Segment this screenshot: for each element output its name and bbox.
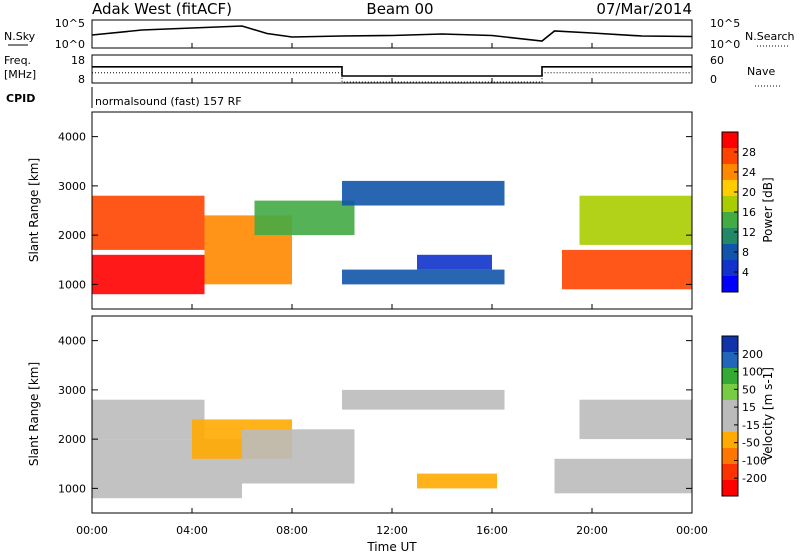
y-tick-label: 2000 [58,433,86,446]
colorbar-tick-label: 12 [742,226,756,239]
colorbar-swatch [722,260,738,277]
colorbar-swatch [722,432,738,449]
freq-series-line [92,66,692,77]
heatmap-cell-7 [562,249,692,290]
colorbar-tick-label: 8 [742,246,749,259]
nave-right-tick-top: 60 [710,54,724,67]
heatmap-cell-6 [417,254,492,270]
y-tick-label: 3000 [58,384,86,397]
colorbar-swatch [722,244,738,261]
power-heatmap [92,180,692,295]
time-x-axis: 00:00 04:00 08:00 12:00 16:00 20:00 00:00 [76,43,708,537]
velocity-colorbar-label: Velocity [m s-1] [761,367,775,461]
colorbar-tick-label: 28 [742,146,756,159]
colorbar-tick-label: 15 [742,401,756,414]
heatmap-cell-4 [342,180,505,206]
colorbar-tick-label: 24 [742,166,756,179]
colorbar-tick-label: 4 [742,266,749,279]
cpid-program: normalsound (fast) 157 RF [95,95,242,108]
heatmap-cell-6 [554,458,692,494]
power-y-axis: 4000 3000 2000 1000 [58,131,692,291]
nsky-right-tick-bottom: 10^0 [710,38,740,51]
x-tick-label: 08:00 [276,524,308,537]
colorbar-swatch [722,212,738,229]
nave-right-tick-bottom: 0 [710,73,717,86]
heatmap-cell-5 [342,269,505,285]
power-colorbar: 28 24 20 16 12 8 4 [721,131,756,293]
heatmap-cell-7 [579,399,692,440]
station-title: Adak West (fitACF) [92,0,232,18]
colorbar-swatch [722,228,738,245]
colorbar-swatch [722,416,738,433]
freq-unit-label: [MHz] [4,68,36,81]
colorbar-swatch [722,368,738,385]
x-tick-label: 12:00 [376,524,408,537]
colorbar-tick-label: -15 [742,419,760,432]
colorbar-tick-label: -100 [742,454,767,467]
y-tick-label: 4000 [58,335,86,348]
heatmap-cell-8 [579,195,692,245]
power-ylabel: Slant Range [km] [27,158,41,262]
colorbar-frame [721,335,739,497]
heatmap-cell-0 [92,254,205,295]
colorbar-swatch [722,132,738,149]
power-colorbar-label: Power [dB] [761,177,775,242]
velocity-heatmap [92,389,692,499]
cpid-label: CPID [6,92,35,105]
y-tick-label: 1000 [58,482,86,495]
colorbar-tick-label: 200 [742,348,763,361]
y-tick-label: 3000 [58,180,86,193]
colorbar-swatch [722,276,738,293]
nsky-series-line [91,25,693,42]
colorbar-swatch [722,384,738,401]
velocity-ylabel: Slant Range [km] [27,362,41,466]
heatmap-cell-4 [342,389,505,410]
colorbar-tick-label: 100 [742,366,763,379]
y-tick-label: 4000 [58,131,86,144]
colorbar-swatch [722,352,738,369]
freq-label: Freq. [4,54,31,67]
x-tick-label: 16:00 [476,524,508,537]
nsearch-label: N.Search [745,30,795,43]
heatmap-cell-5 [417,473,497,489]
colorbar-swatch [722,180,738,197]
colorbar-swatch [722,164,738,181]
heatmap-cell-3 [254,200,355,236]
colorbar-tick-label: 50 [742,383,756,396]
velocity-y-axis: 4000 3000 2000 1000 [58,335,692,495]
x-axis-label: Time UT [366,540,417,554]
colorbar-swatch [722,400,738,417]
colorbar-swatch [722,196,738,213]
x-tick-label: 20:00 [576,524,608,537]
date-title: 07/Mar/2014 [596,0,692,18]
nsky-right-tick-top: 10^5 [710,17,740,30]
colorbar-swatch [722,480,738,497]
colorbar-tick-label: 16 [742,206,756,219]
x-tick-label: 04:00 [176,524,208,537]
nave-label: Nave [747,65,775,78]
beam-title: Beam 00 [366,0,433,18]
heatmap-cell-3 [242,429,355,484]
nsky-left-tick-top: 10^5 [55,17,85,30]
freq-left-tick-bottom: 8 [78,73,85,86]
heatmap-cell-1 [92,399,205,440]
freq-left-tick-top: 18 [71,54,85,67]
colorbar-tick-label: -200 [742,472,767,485]
x-tick-label: 00:00 [676,524,708,537]
x-tick-label: 00:00 [76,524,108,537]
colorbar-tick-label: 20 [742,186,756,199]
y-tick-label: 2000 [58,229,86,242]
heatmap-cell-1 [92,195,205,250]
y-tick-label: 1000 [58,278,86,291]
colorbar-swatch [722,448,738,465]
velocity-colorbar: 200 100 50 15 -15 -50 -100 -200 [721,335,767,497]
colorbar-swatch [722,464,738,481]
colorbar-tick-label: -50 [742,437,760,450]
colorbar-swatch [722,336,738,353]
colorbar-swatch [722,148,738,165]
nsky-left-tick-bottom: 10^0 [55,38,85,51]
nsky-label: N.Sky [4,30,36,43]
